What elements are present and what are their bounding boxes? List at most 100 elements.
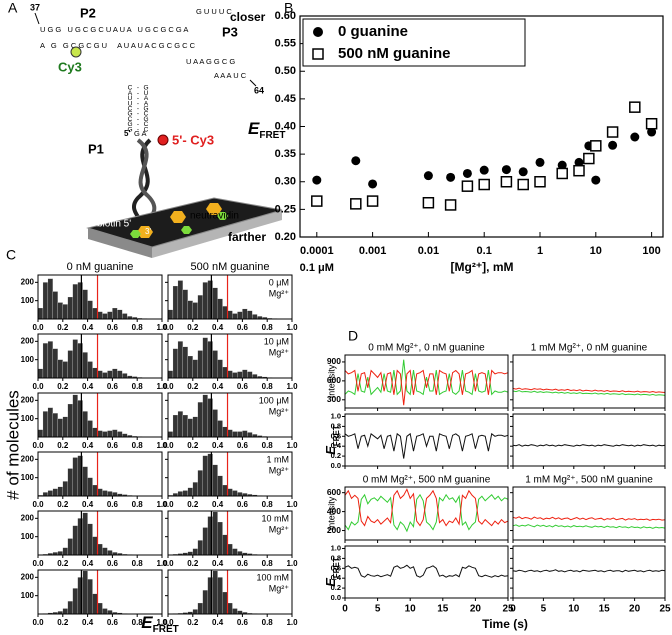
axis-label-main: E xyxy=(141,613,153,632)
cy3-dye xyxy=(70,46,82,58)
x-tick-label: 0.2 xyxy=(187,559,199,568)
y-tick-label: 0.2 xyxy=(331,583,341,592)
x-tick-label: 0.0 xyxy=(162,618,174,627)
x-tick-label: 1.0 xyxy=(286,618,298,627)
histogram-bar xyxy=(212,570,218,615)
plot-frame xyxy=(37,392,163,438)
base-pair: - xyxy=(137,126,139,133)
y-tick-label: 300 xyxy=(327,394,341,404)
intensity-trace xyxy=(512,390,666,396)
y-tick-label: 0.4 xyxy=(331,441,342,450)
x-tick-label: 0.2 xyxy=(187,441,199,450)
x-tick-label: 0.8 xyxy=(262,441,274,450)
nucleotide: C xyxy=(144,126,149,133)
panel-title: 0 mM Mg²⁺, 0 nM guanine xyxy=(368,343,485,354)
end-label: 3' xyxy=(145,227,151,236)
y-tick-label: 0.30 xyxy=(275,176,296,188)
histogram-bar xyxy=(227,310,233,320)
histogram-bar xyxy=(37,368,44,379)
histogram-bar xyxy=(182,289,188,320)
plot-frame xyxy=(167,451,293,497)
x-tick-label: 0.4 xyxy=(212,618,224,627)
histogram-bar xyxy=(107,430,113,438)
y-tick-label: 0.8 xyxy=(331,421,341,430)
nucleotide: C xyxy=(128,116,133,123)
histogram-bar xyxy=(242,430,248,438)
x-tick-label: 1 xyxy=(537,245,543,257)
histogram-bar xyxy=(182,346,188,379)
x-tick-label: 0.6 xyxy=(107,382,119,391)
histogram-bar xyxy=(97,430,103,438)
point xyxy=(462,168,472,178)
nucleotide: G xyxy=(143,106,148,113)
plot-frame xyxy=(167,569,293,615)
histogram-bar xyxy=(252,314,258,320)
x-tick-label: 1.0 xyxy=(286,559,298,568)
point xyxy=(444,199,457,211)
sequence: U G G U G C G C U A U A U G C G C G A xyxy=(40,25,188,34)
intensity-trace xyxy=(512,387,666,393)
histogram-bar xyxy=(122,313,128,320)
x-tick-label: 0.8 xyxy=(132,441,144,450)
histogram-bar xyxy=(217,359,223,379)
base-pair: - xyxy=(137,106,139,113)
histogram-bar xyxy=(197,402,203,438)
x-tick-label: 1.0 xyxy=(286,441,298,450)
histogram-bar xyxy=(82,512,88,556)
plot-frame xyxy=(37,451,163,497)
point xyxy=(583,152,595,165)
histogram-bar xyxy=(192,302,198,320)
histogram-bar xyxy=(42,343,49,379)
nucleotide: C xyxy=(128,85,133,92)
intensity-trace xyxy=(344,493,509,533)
histogram-bar xyxy=(197,540,203,556)
x-tick-label: 0.4 xyxy=(212,323,224,332)
histogram-bar xyxy=(197,350,203,379)
y-tick-label: 600 xyxy=(327,375,341,385)
histogram-bar xyxy=(247,310,253,320)
histogram-bar xyxy=(52,488,58,497)
x-tick-label: 1.0 xyxy=(156,323,168,332)
histogram-bar xyxy=(222,306,228,320)
x-tick-label: 0.0 xyxy=(162,559,174,568)
sequence: A A A U C xyxy=(214,71,247,80)
axis-label: EFRET xyxy=(248,119,285,141)
y-tick-label: 100 xyxy=(21,473,35,482)
nucleotide: U xyxy=(128,95,133,102)
y-tick-label: 100 xyxy=(21,591,35,600)
x-tick-label: 0.8 xyxy=(132,559,144,568)
axis-label: EFRET xyxy=(323,425,340,455)
neutravidin xyxy=(137,226,153,238)
base-pair: - xyxy=(137,116,139,123)
histogram-bar xyxy=(182,414,188,438)
y-tick-label: 200 xyxy=(21,513,35,522)
base-pair: - xyxy=(137,100,139,107)
x-tick-label: 0.6 xyxy=(107,559,119,568)
x-tick-label: 0.6 xyxy=(237,323,249,332)
panel-label: B xyxy=(284,0,293,16)
histogram-bar xyxy=(237,311,243,320)
x-tick-label: 0.2 xyxy=(187,618,199,627)
histogram-bar xyxy=(232,372,238,379)
nucleotide: G xyxy=(127,126,132,133)
histogram-bar xyxy=(192,548,198,556)
end-label: 5' xyxy=(124,129,130,138)
histogram-bar xyxy=(92,427,98,438)
x-tick-label: 0.2 xyxy=(187,500,199,509)
histogram-bar xyxy=(57,359,63,379)
nucleotide-number: 37 xyxy=(30,2,40,12)
nucleotide: G xyxy=(127,121,132,128)
x-tick-label: 0.0 xyxy=(162,382,174,391)
point xyxy=(535,157,545,167)
histogram-bar xyxy=(72,588,78,615)
x-tick-label: 0.2 xyxy=(187,382,199,391)
histogram-bar xyxy=(237,371,243,379)
histogram-bar xyxy=(107,311,113,320)
histogram-bar xyxy=(92,307,98,320)
histogram-bar xyxy=(47,407,53,438)
point xyxy=(446,172,456,182)
y-tick-label: 200 xyxy=(21,395,35,404)
plot-frame xyxy=(512,354,666,409)
y-tick-label: 100 xyxy=(21,355,35,364)
histogram-bar xyxy=(247,432,253,438)
